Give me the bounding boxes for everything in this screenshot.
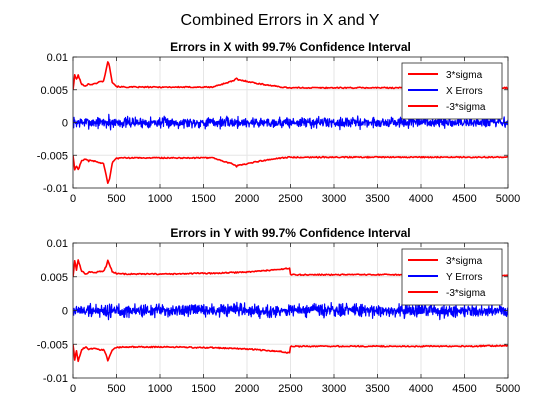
series-line-errors: [73, 113, 508, 131]
x-tick-label: 5000: [496, 193, 520, 205]
x-tick-label: 0: [70, 193, 76, 205]
y-tick-label: -0.005: [37, 339, 68, 351]
y-tick-label: 0.01: [47, 52, 68, 64]
x-tick-label: 2500: [278, 193, 302, 205]
chart-panel-y-errors: 0 500 1000 1500 2000 2500 3000 3500 4000 4500 5000…: [37, 226, 520, 395]
y-tick-label: 0: [62, 306, 68, 318]
legend-entry: Y Errors: [446, 272, 483, 283]
x-tick-label: 3500: [365, 193, 389, 205]
series-line-lower: [73, 344, 508, 363]
legend: 3*sigma X Errors -3*sigma: [401, 62, 503, 120]
x-tick-label: 3000: [322, 193, 346, 205]
series-line-errors: [73, 301, 508, 321]
series-line-lower: [73, 155, 508, 184]
legend-entry: -3*sigma: [446, 288, 486, 299]
x-tick-label: 4000: [409, 383, 433, 395]
x-tick-label: 3500: [365, 383, 389, 395]
x-tick-label: 3000: [322, 383, 346, 395]
y-tick-label: -0.01: [43, 183, 68, 195]
y-tick-label: 0.005: [40, 272, 68, 284]
y-tick-label: -0.005: [37, 150, 68, 162]
x-tick-label: 1000: [148, 383, 172, 395]
x-tick-label: 4500: [452, 383, 476, 395]
y-tick-label: 0: [62, 118, 68, 130]
legend-entry: -3*sigma: [446, 102, 486, 113]
legend-entry: X Errors: [446, 86, 483, 97]
x-tick-label: 2500: [278, 383, 302, 395]
x-tick-label: 4500: [452, 193, 476, 205]
y-tick-label: 0.01: [47, 238, 68, 250]
panel-title: Errors in X with 99.7% Confidence Interv…: [170, 40, 411, 54]
x-tick-label: 1500: [191, 193, 215, 205]
x-tick-label: 1000: [148, 193, 172, 205]
x-tick-label: 4000: [409, 193, 433, 205]
x-tick-label: 0: [70, 383, 76, 395]
figure-title: Combined Errors in X and Y: [181, 12, 380, 29]
x-tick-label: 500: [107, 383, 125, 395]
legend-entry: 3*sigma: [446, 256, 483, 267]
y-tick-label: -0.01: [43, 373, 68, 385]
x-tick-label: 500: [107, 193, 125, 205]
x-tick-label: 2000: [235, 193, 259, 205]
legend: 3*sigma Y Errors -3*sigma: [401, 248, 503, 306]
x-tick-label: 1500: [191, 383, 215, 395]
panel-title: Errors in Y with 99.7% Confidence Interv…: [170, 226, 410, 240]
legend-entry: 3*sigma: [446, 70, 483, 81]
x-tick-label: 2000: [235, 383, 259, 395]
chart-panel-x-errors: 0 500 1000 1500 2000 2500 3000 3500 4000 4500 5000…: [37, 40, 520, 205]
x-tick-label: 5000: [496, 383, 520, 395]
y-tick-label: 0.005: [40, 85, 68, 97]
